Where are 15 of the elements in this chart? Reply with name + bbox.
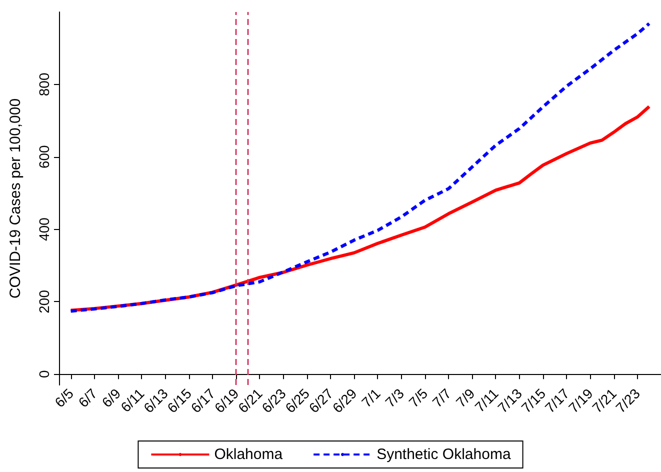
x-tick-label: 7/5 [406,385,431,410]
y-tick-label: 0 [36,370,52,378]
x-tick-label: 6/5 [51,385,77,410]
y-axis-title: COVID-19 Cases per 100,000 [7,98,24,299]
y-tick-label: 400 [36,217,52,241]
x-tick-label: 7/7 [429,385,454,410]
x-tick-label: 6/7 [75,385,100,410]
x-tick-label: 7/3 [382,385,408,410]
y-tick-label: 800 [36,72,52,96]
y-tick-label: 600 [36,144,52,169]
y-tick-label: 200 [36,290,52,314]
legend-label: Oklahoma [214,446,284,463]
legend-label: Synthetic Oklahoma [376,446,512,463]
x-tick-label: 7/1 [358,385,384,410]
line-series [69,22,651,313]
